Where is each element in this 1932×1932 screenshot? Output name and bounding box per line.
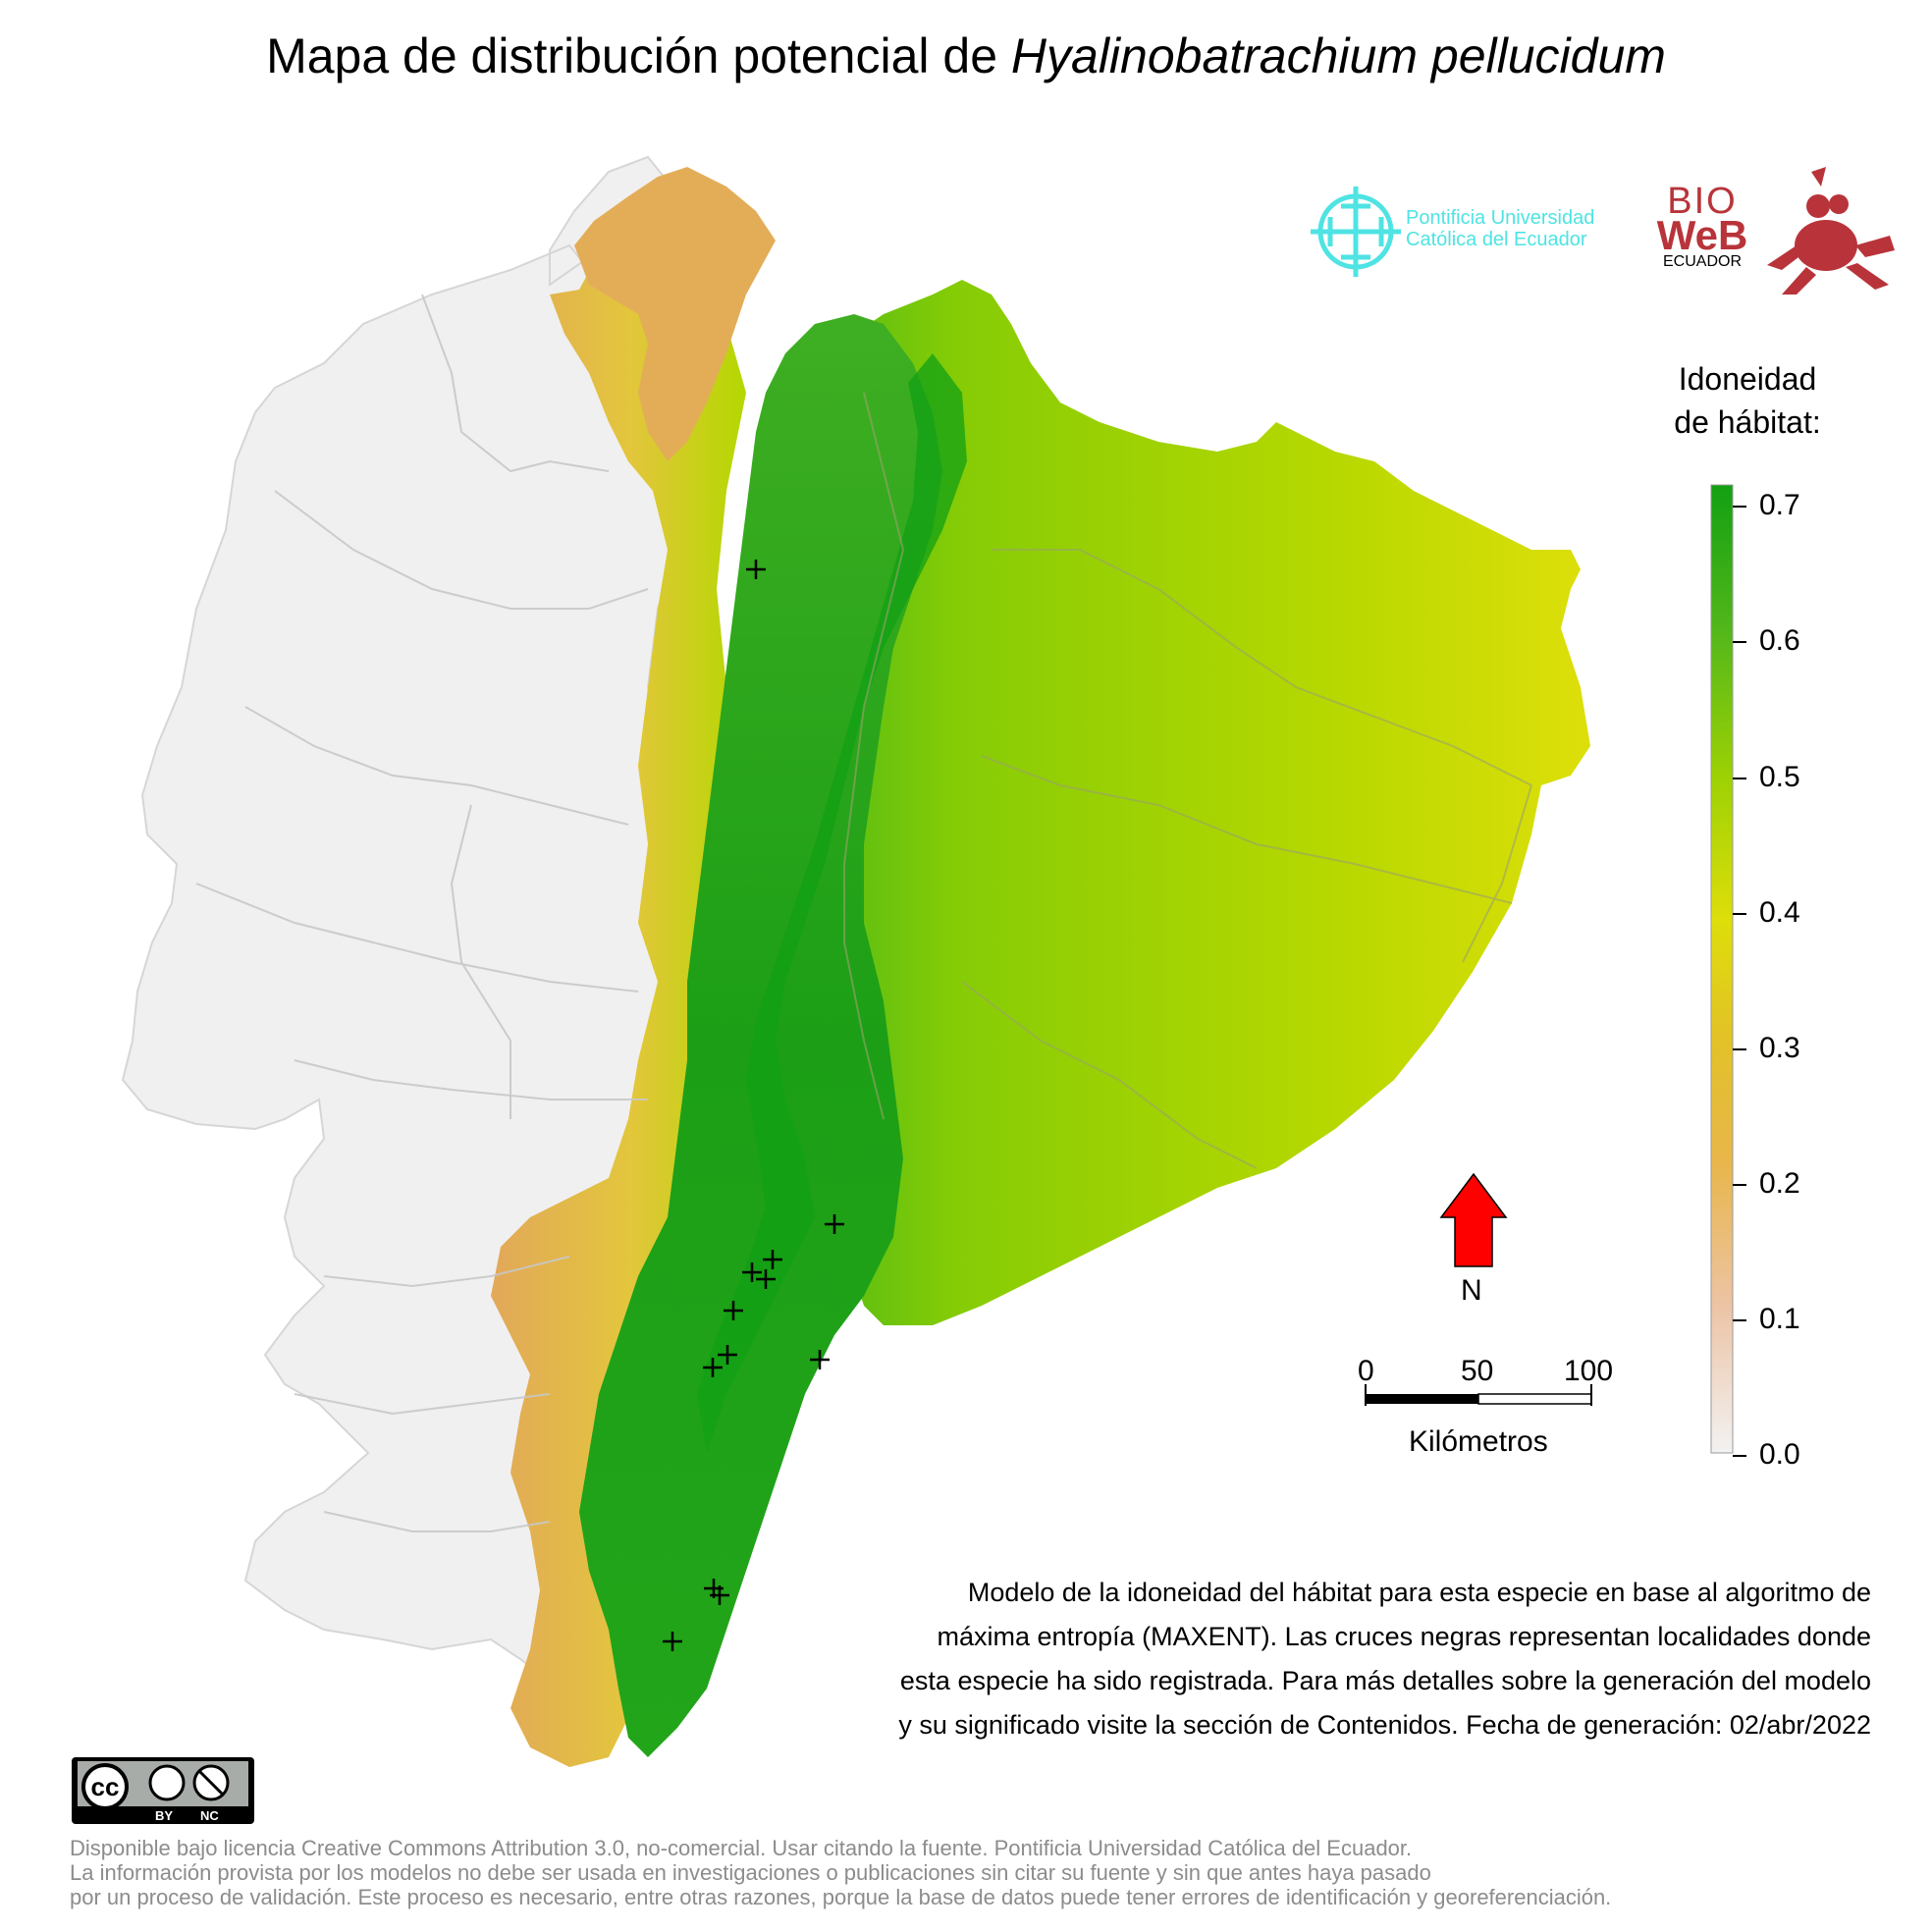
description-line: esta especie ha sido registrada. Para má… [899,1666,1871,1695]
province-borders [195,294,649,1532]
legend-title-line1: Idoneidad [1678,361,1817,397]
scale-label-50: 50 [1461,1355,1494,1387]
description-line: y su significado visite la sección de Co… [898,1710,1871,1740]
esmeraldas-lobe [574,167,776,461]
puce-name-line1: Pontificia Universidad [1406,207,1595,229]
legend-title-line2: de hábitat: [1674,404,1821,440]
record-cross [663,1632,682,1651]
footer-line: por un proceso de validación. Este proce… [70,1885,1612,1909]
legend-colorbar [1710,484,1734,1454]
legend-tick-label: 0.5 [1759,761,1800,793]
bioweb-ecuador: ECUADOR [1662,253,1742,270]
record-cross [746,560,766,579]
description-line: Modelo de la idoneidad del hábitat para … [967,1578,1871,1607]
puce-logo-icon [1311,187,1401,277]
scale-label-100: 100 [1564,1355,1614,1387]
cc-nc-label: NC [200,1808,219,1823]
frog-icon [1767,167,1895,295]
legend-tick-label: 0.4 [1759,896,1800,929]
scale-bar [1365,1384,1592,1406]
cc-by-label: BY [155,1808,174,1823]
amazon-borders [843,392,1532,1169]
legend-ticks [1733,506,1746,1457]
record-cross [756,1269,776,1289]
record-cross [710,1585,729,1605]
cc-license-badge [72,1757,254,1824]
legend-tick-label: 0.6 [1759,624,1800,657]
puce-logo-text: Pontificia Universidad Católica del Ecua… [1406,207,1594,250]
legend-tick-label: 0.3 [1759,1032,1800,1064]
record-cross [724,1301,743,1320]
record-cross [763,1250,782,1269]
record-cross [703,1358,723,1377]
bioweb-bio: BIO [1667,181,1738,222]
scale-unit: Kilómetros [1409,1425,1548,1458]
andes-ridge [697,353,967,1453]
bioweb-web: WeB [1656,212,1748,258]
amazon-region [746,280,1590,1325]
legend-tick-label: 0.0 [1759,1438,1800,1471]
title-species: Hyalinobatrachium pellucidum [1010,28,1666,83]
legend-tick-label: 0.1 [1759,1303,1800,1335]
record-cross [742,1262,762,1282]
cc-label: cc [90,1772,120,1801]
footer-line: Disponible bajo licencia Creative Common… [70,1836,1413,1860]
footer-line: La información provista por los modelos … [70,1860,1431,1885]
description-line: máxima entropía (MAXENT). Las cruces neg… [937,1622,1871,1651]
license-footer: Disponible bajo licencia Creative Common… [70,1836,1611,1909]
legend-tick-label: 0.2 [1759,1167,1800,1200]
record-cross [810,1350,830,1369]
north-arrow [1439,1172,1508,1267]
scale-label-0: 0 [1358,1355,1374,1387]
record-cross [718,1345,737,1365]
map-title: Mapa de distribución potencial de Hyalin… [0,27,1932,84]
legend-tick-label: 0.7 [1759,489,1800,521]
occurrence-records [663,560,844,1651]
model-description: Modelo de la idoneidad del hábitat para … [746,1571,1871,1747]
north-label: N [1461,1274,1482,1307]
record-cross [825,1214,844,1234]
title-prefix: Mapa de distribución potencial de [266,28,1011,83]
puce-name-line2: Católica del Ecuador [1406,229,1587,250]
bioweb-logo: BIO WeB ECUADOR [1645,181,1759,271]
legend-title: Idoneidad de hábitat: [1659,357,1836,444]
